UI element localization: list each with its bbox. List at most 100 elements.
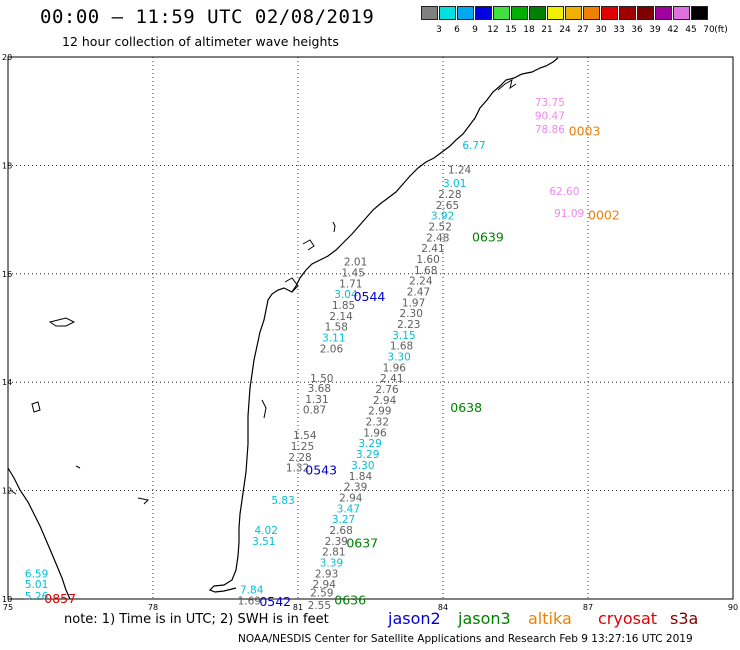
- wave-height-value: 1.58: [325, 322, 348, 334]
- wave-height-value: 1.54: [293, 430, 317, 442]
- lake-chilika: [332, 221, 336, 233]
- pass-time-label: 0002: [588, 208, 620, 223]
- grid-lines: [8, 57, 733, 599]
- wave-height-value: 2.55: [308, 600, 331, 612]
- wave-height-value: 2.65: [436, 200, 459, 212]
- satellite-pass-labels: 0003 0002 0639 0544 0638 0543 0637 0636 0542 0857: [44, 124, 620, 609]
- colorbar-label: 24: [559, 25, 571, 35]
- colorbar-label: 27: [577, 25, 589, 35]
- island-west-4: [137, 497, 150, 505]
- wave-height-value: 1.69: [238, 595, 261, 607]
- wave-height-value: 3.01: [443, 178, 466, 190]
- wave-height-value: 3.39: [320, 557, 343, 569]
- wave-height-value: 3.29: [358, 438, 381, 450]
- wave-height-value: 2.01: [344, 257, 367, 269]
- wave-height-value: 2.81: [322, 547, 345, 559]
- latitude-tick-label: 20: [2, 53, 12, 62]
- wave-height-value: 2.59: [310, 587, 333, 599]
- footer-credit: NOAA/NESDIS Center for Satellite Applica…: [238, 633, 693, 645]
- pass-time-label: 0544: [354, 289, 386, 304]
- chart-title: 00:00 – 11:59 UTC 02/08/2019: [40, 6, 375, 28]
- colorbar-label: 12: [487, 25, 499, 35]
- coastline: [7, 57, 559, 600]
- pass-time-label: 0636: [334, 592, 366, 607]
- wave-height-value: 6.59: [25, 568, 48, 580]
- krishna-mouth: [284, 277, 299, 293]
- wave-height-value: 2.47: [407, 286, 430, 298]
- latitude-tick-label: 10: [2, 595, 12, 604]
- wave-height-value: 1.31: [305, 394, 328, 406]
- wave-height-value: 2.76: [375, 384, 399, 396]
- colorbar-swatch: [655, 6, 672, 20]
- colorbar-swatch: [529, 6, 546, 20]
- wave-height-value: 1.96: [383, 362, 407, 374]
- wave-height-value: 2.52: [429, 221, 452, 233]
- wave-height-value: 91.09: [554, 208, 584, 220]
- colorbar-swatch: [601, 6, 618, 20]
- longitude-tick-label: 90: [728, 603, 738, 612]
- colorbar-swatch: [457, 6, 474, 20]
- wave-height-value: 3.15: [392, 330, 415, 342]
- colorbar-swatch: [691, 6, 708, 20]
- wave-height-value: 3.47: [337, 503, 360, 515]
- wave-height-value: 3.27: [332, 514, 355, 526]
- wave-height-value: 73.75: [535, 97, 565, 109]
- wave-height-value: 2.41: [421, 243, 444, 255]
- colorbar-label: 33: [613, 25, 625, 35]
- colorbar-swatch: [421, 6, 438, 20]
- longitude-tick-label: 81: [293, 603, 303, 612]
- wave-height-value: 1.68: [390, 341, 413, 353]
- latitude-tick-label: 14: [2, 378, 12, 387]
- wave-height-value: 1.84: [349, 471, 373, 483]
- wave-height-value: 3.30: [387, 352, 410, 364]
- longitude-tick-labels: 75 78 81 84 87 90: [3, 603, 738, 612]
- wave-height-value: 3.11: [322, 333, 345, 345]
- wave-height-value: 2.68: [329, 525, 352, 537]
- wave-height-value: 0.87: [303, 405, 326, 417]
- wave-height-value: 90.47: [535, 110, 565, 122]
- wave-height-value: 2.94: [339, 492, 363, 504]
- colorbar-swatch: [583, 6, 600, 20]
- colorbar-label: 15: [505, 25, 517, 35]
- colorbar-label: 42: [667, 25, 679, 35]
- colorbar-swatch: [475, 6, 492, 20]
- island-west-2: [31, 401, 41, 413]
- colorbar-label: 45: [685, 25, 697, 35]
- wave-height-value: 4.02: [255, 525, 278, 537]
- wave-height-value: 62.60: [549, 186, 579, 198]
- satellite-legend: jason2 jason3 altika cryosat s3a: [0, 609, 740, 633]
- wave-height-value: 1.45: [342, 268, 365, 280]
- colorbar-label: 21: [541, 25, 553, 35]
- wave-height-value: 3.51: [252, 536, 275, 548]
- wave-height-value: 1.71: [339, 278, 362, 290]
- longitude-tick-label: 78: [148, 603, 158, 612]
- wave-height-value: 1.24: [448, 165, 472, 177]
- wave-height-value: 6.77: [462, 140, 485, 152]
- pass-time-label: 0638: [450, 400, 482, 415]
- legend-satellite-altika: altika: [528, 609, 572, 628]
- wave-height-value: 5.26: [25, 591, 49, 603]
- pass-time-label: 0639: [472, 229, 504, 244]
- wave-height-value: 78.86: [535, 124, 565, 136]
- units-note: note: 1) Time is in UTC; 2) SWH is in fe…: [64, 612, 329, 627]
- wave-height-value: 2.94: [313, 579, 337, 591]
- wave-height-value: 2.30: [400, 308, 423, 320]
- colorbar-label: 6: [454, 25, 460, 35]
- latitude-tick-label: 18: [2, 161, 12, 170]
- colorbar-swatch: [547, 6, 564, 20]
- colorbar-swatch: [565, 6, 582, 20]
- wave-height-value: 2.39: [325, 536, 348, 548]
- latitude-tick-labels: 20 18 16 14 12 10: [2, 53, 12, 604]
- longitude-tick-label: 84: [438, 603, 448, 612]
- colorbar-label: 30: [595, 25, 607, 35]
- colorbar-label: 3: [436, 25, 442, 35]
- wave-height-value: 1.96: [363, 427, 387, 439]
- island-west-3: [75, 465, 81, 469]
- wave-height-value: 5.83: [271, 495, 294, 507]
- wave-height-value: 2.41: [380, 373, 403, 385]
- east-india-coastline: [208, 57, 559, 593]
- wave-height-value: 2.28: [438, 189, 461, 201]
- wave-height-value: 1.97: [402, 297, 425, 309]
- wave-height-value: 3.92: [431, 211, 454, 223]
